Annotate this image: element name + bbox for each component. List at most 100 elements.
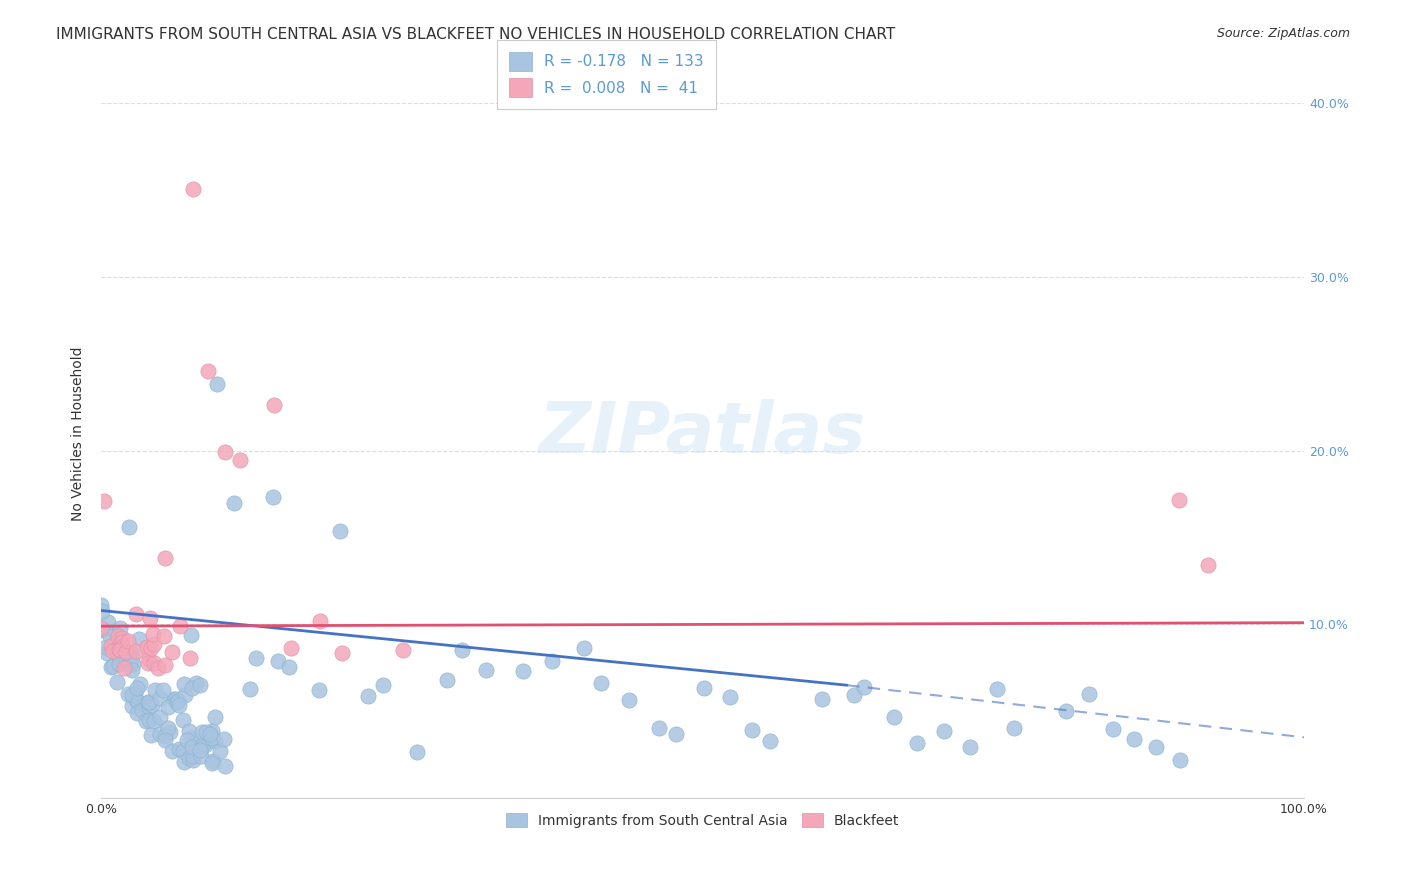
- Point: [117, 633, 139, 648]
- Point: [121, 657, 143, 671]
- Point: [105, 645, 128, 659]
- Point: [138, 714, 160, 728]
- Point: [90, 598, 112, 612]
- Point: [197, 364, 219, 378]
- Point: [245, 651, 267, 665]
- Point: [120, 646, 142, 660]
- Point: [163, 691, 186, 706]
- Point: [201, 756, 224, 771]
- Point: [142, 657, 165, 671]
- Point: [157, 700, 180, 714]
- Point: [166, 694, 188, 708]
- Point: [451, 643, 474, 657]
- Point: [188, 742, 211, 756]
- Point: [141, 698, 163, 712]
- Point: [90, 621, 112, 635]
- Point: [179, 723, 201, 738]
- Point: [135, 640, 157, 655]
- Point: [183, 749, 205, 764]
- Point: [138, 652, 160, 666]
- Point: [165, 691, 187, 706]
- Point: [329, 524, 352, 538]
- Point: [129, 677, 152, 691]
- Point: [149, 710, 172, 724]
- Point: [159, 725, 181, 739]
- Point: [149, 727, 172, 741]
- Point: [262, 491, 284, 505]
- Point: [214, 732, 236, 747]
- Point: [617, 693, 640, 707]
- Point: [138, 695, 160, 709]
- Point: [810, 692, 832, 706]
- Point: [169, 698, 191, 712]
- Point: [136, 656, 159, 670]
- Legend: Immigrants from South Central Asia, Blackfeet: Immigrants from South Central Asia, Blac…: [499, 806, 905, 835]
- Point: [136, 695, 159, 709]
- Point: [142, 626, 165, 640]
- Point: [167, 742, 190, 756]
- Point: [201, 731, 224, 746]
- Point: [125, 706, 148, 720]
- Point: [959, 739, 981, 754]
- Point: [155, 729, 177, 743]
- Point: [142, 637, 165, 651]
- Point: [179, 651, 201, 665]
- Point: [143, 714, 166, 728]
- Point: [104, 628, 127, 642]
- Point: [190, 725, 212, 739]
- Point: [125, 681, 148, 695]
- Point: [125, 644, 148, 658]
- Point: [108, 621, 131, 635]
- Point: [239, 681, 262, 696]
- Point: [96, 646, 118, 660]
- Point: [357, 689, 380, 703]
- Point: [90, 624, 112, 638]
- Point: [101, 643, 124, 657]
- Point: [157, 721, 180, 735]
- Point: [1168, 753, 1191, 767]
- Point: [308, 683, 330, 698]
- Point: [125, 694, 148, 708]
- Point: [103, 658, 125, 673]
- Point: [180, 731, 202, 746]
- Point: [173, 755, 195, 769]
- Point: [190, 678, 212, 692]
- Point: [932, 723, 955, 738]
- Point: [1197, 558, 1219, 573]
- Point: [905, 736, 928, 750]
- Point: [91, 604, 114, 618]
- Point: [986, 681, 1008, 696]
- Point: [155, 550, 177, 565]
- Point: [96, 640, 118, 654]
- Point: [200, 727, 222, 741]
- Point: [100, 640, 122, 654]
- Point: [204, 710, 226, 724]
- Point: [181, 681, 204, 695]
- Point: [263, 398, 285, 412]
- Point: [205, 377, 228, 392]
- Point: [179, 750, 201, 764]
- Point: [540, 654, 562, 668]
- Point: [214, 758, 236, 772]
- Point: [589, 675, 612, 690]
- Point: [143, 683, 166, 698]
- Point: [648, 722, 671, 736]
- Point: [93, 494, 115, 508]
- Point: [718, 690, 741, 705]
- Point: [118, 519, 141, 533]
- Point: [112, 661, 135, 675]
- Point: [741, 723, 763, 737]
- Point: [191, 737, 214, 751]
- Point: [1144, 740, 1167, 755]
- Point: [190, 748, 212, 763]
- Point: [183, 753, 205, 767]
- Point: [110, 632, 132, 646]
- Point: [111, 634, 134, 648]
- Point: [173, 676, 195, 690]
- Point: [172, 713, 194, 727]
- Point: [121, 651, 143, 665]
- Point: [693, 681, 716, 695]
- Point: [392, 643, 415, 657]
- Point: [173, 688, 195, 702]
- Text: Source: ZipAtlas.com: Source: ZipAtlas.com: [1216, 27, 1350, 40]
